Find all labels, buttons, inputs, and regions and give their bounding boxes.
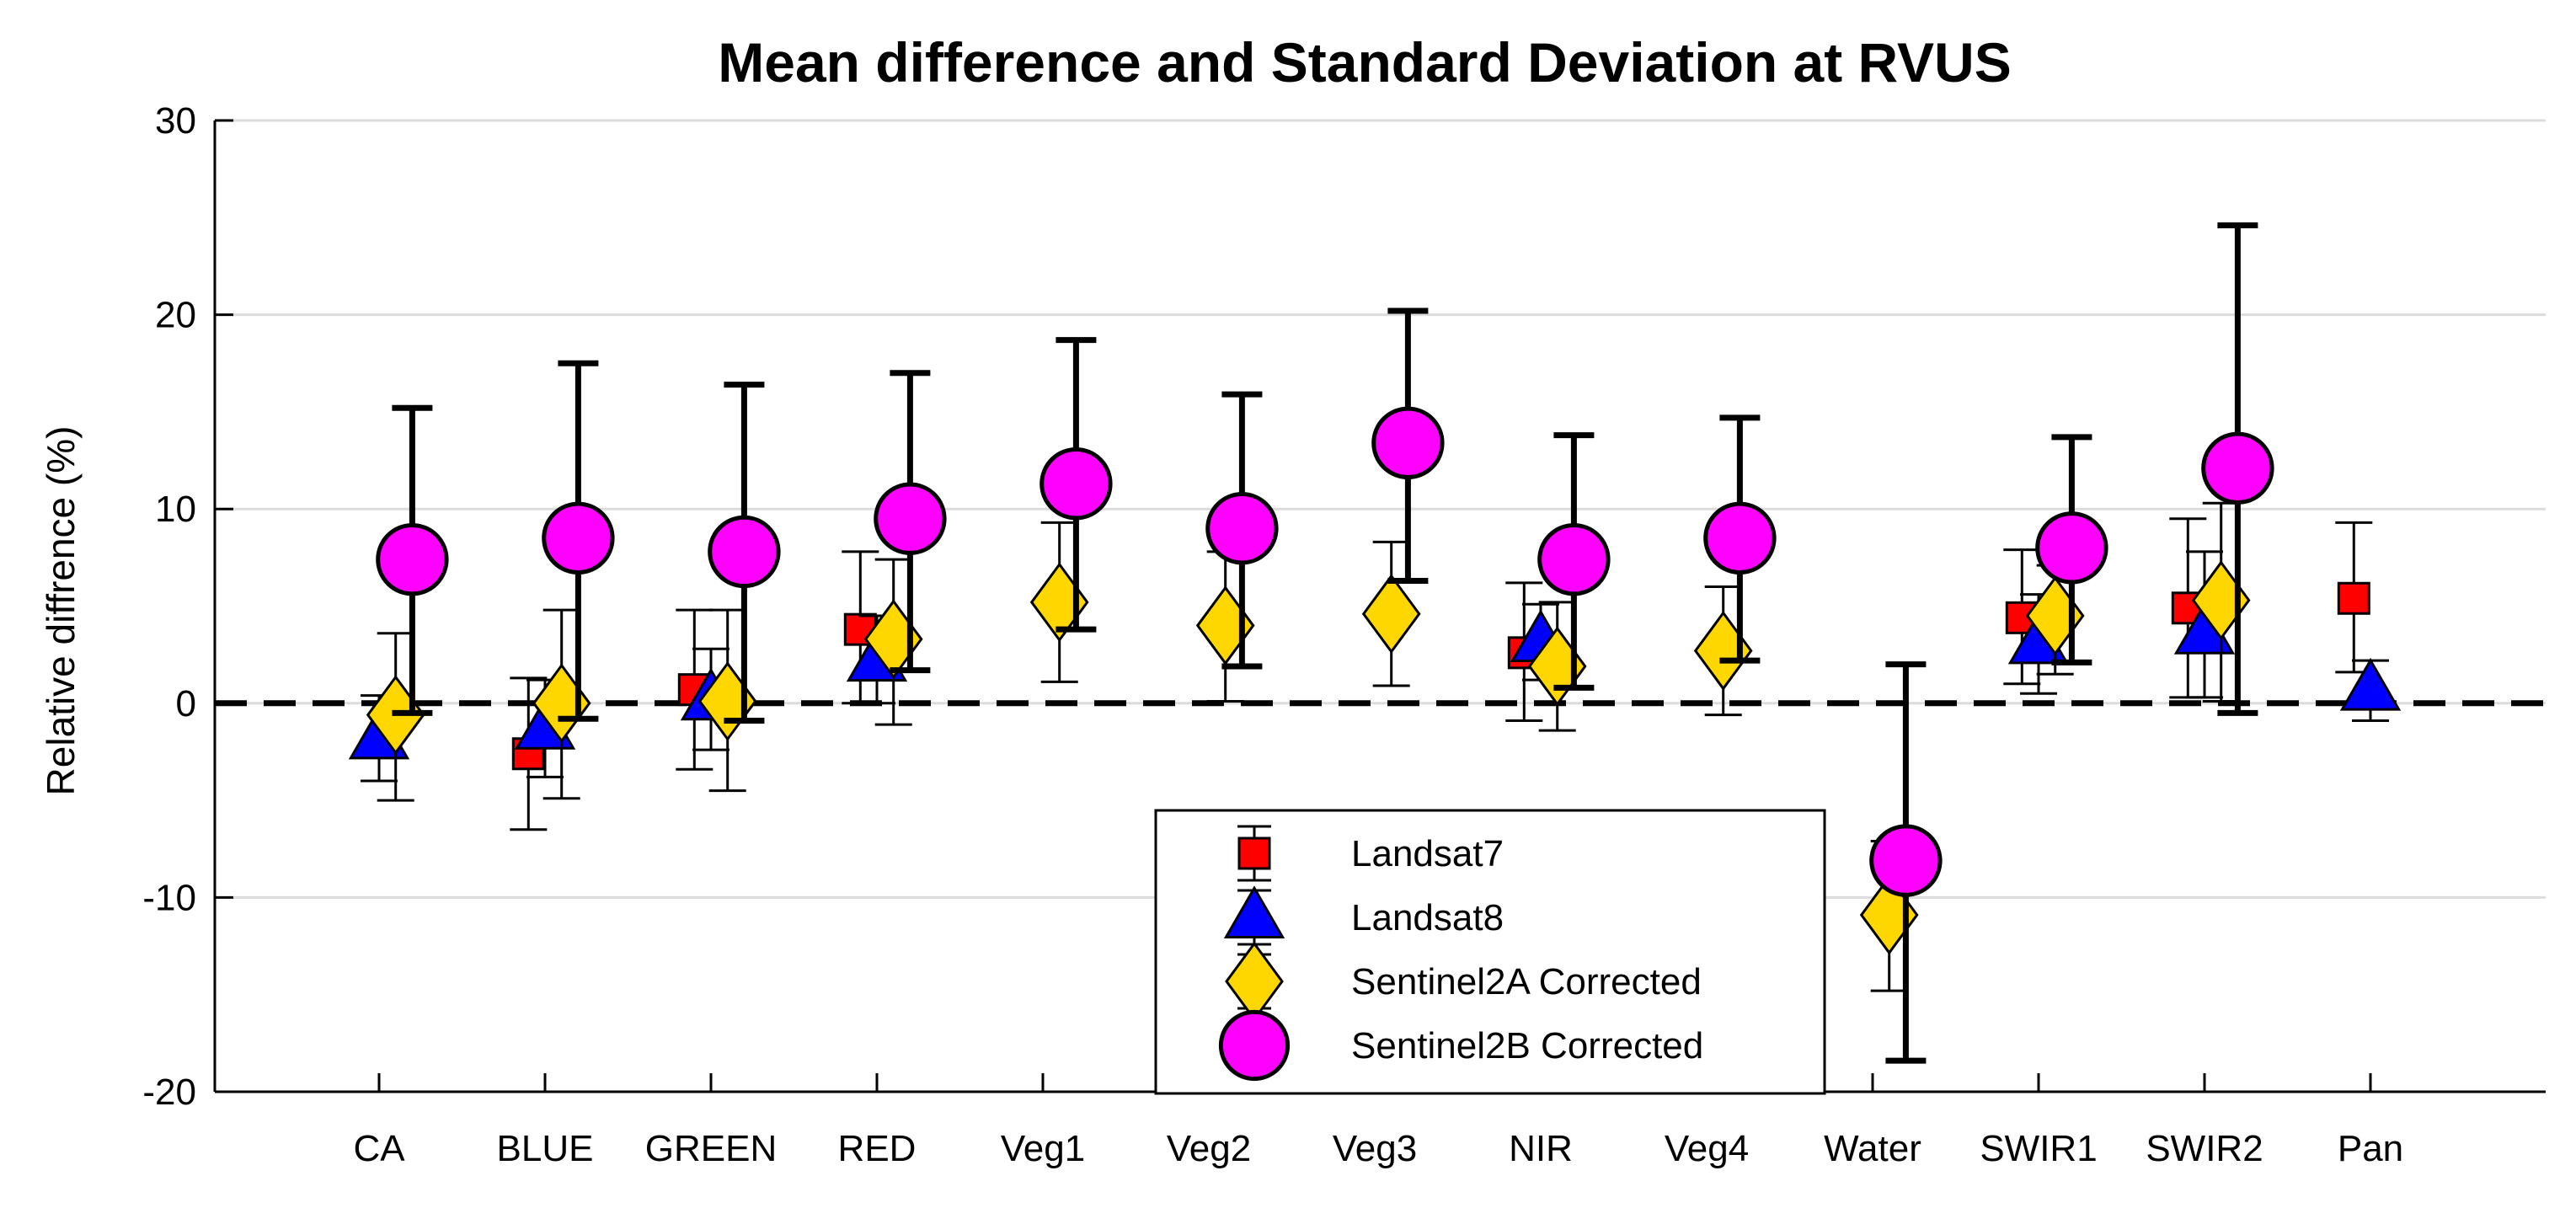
y-tick-label: 10 [155,489,196,530]
axes: -20 -10 0 10 20 30 CA BLUE GREEN RED Veg1 Veg2 Veg3 N… [142,100,2546,1169]
data-point-circle [1205,492,1279,565]
y-tick-label: -10 [142,877,196,918]
legend-label: Sentinel2A Corrected [1351,961,1702,1002]
data-point-circle [1039,447,1113,521]
x-tick-label: NIR [1509,1128,1573,1169]
chart-title: Mean difference and Standard Deviation a… [718,31,2011,94]
data-point-diamond [1361,574,1421,655]
data-point-circle [1371,406,1445,479]
data-point-circle [376,522,449,596]
x-tick-label: RED [838,1128,917,1169]
x-tick-label: SWIR2 [2146,1128,2263,1169]
x-tick-label: Water [1824,1128,1921,1169]
y-tick-label: 20 [155,295,196,336]
data-point-triangle [2339,657,2402,711]
legend-marker-triangle [1223,885,1285,939]
data-point-circle [542,501,615,575]
x-tick-label: Veg3 [1333,1128,1417,1169]
legend-marker-circle [1218,1009,1291,1082]
data-point-circle [1537,522,1611,596]
legend-label: Sentinel2B Corrected [1351,1025,1703,1066]
data-point-circle [1703,501,1777,575]
y-tick-label: 30 [155,100,196,142]
data-point-circle [708,515,781,589]
x-tick-label: Veg4 [1665,1128,1749,1169]
y-tick-label: 0 [176,683,196,724]
data-point-circle [2201,431,2274,505]
series-landsat8 [348,550,2402,783]
data-point-square [2337,581,2370,615]
x-tick-label: Pan [2338,1128,2403,1169]
x-tick-label: Veg1 [1001,1128,1085,1169]
legend-label: Landsat7 [1351,833,1504,874]
x-tick-label: BLUE [497,1128,594,1169]
series-sentinel2b-corrected [376,222,2274,1064]
legend: Landsat7 Landsat8 Sentinel2A Corrected Sent… [1154,809,1826,1095]
y-axis-label: Relative diffrence (%) [39,426,83,796]
x-tick-label: CA [353,1128,405,1169]
data-point-circle [1869,824,1943,897]
x-tick-label: Veg2 [1167,1128,1251,1169]
y-tick-label: -20 [142,1072,196,1113]
x-tick-label: GREEN [645,1128,777,1169]
data-point-circle [2035,511,2108,585]
legend-label: Landsat8 [1351,897,1504,938]
x-tick-label: SWIR1 [1980,1128,2097,1169]
data-point-circle [874,482,947,555]
legend-marker-square [1237,837,1271,870]
series-layer [348,222,2402,1064]
